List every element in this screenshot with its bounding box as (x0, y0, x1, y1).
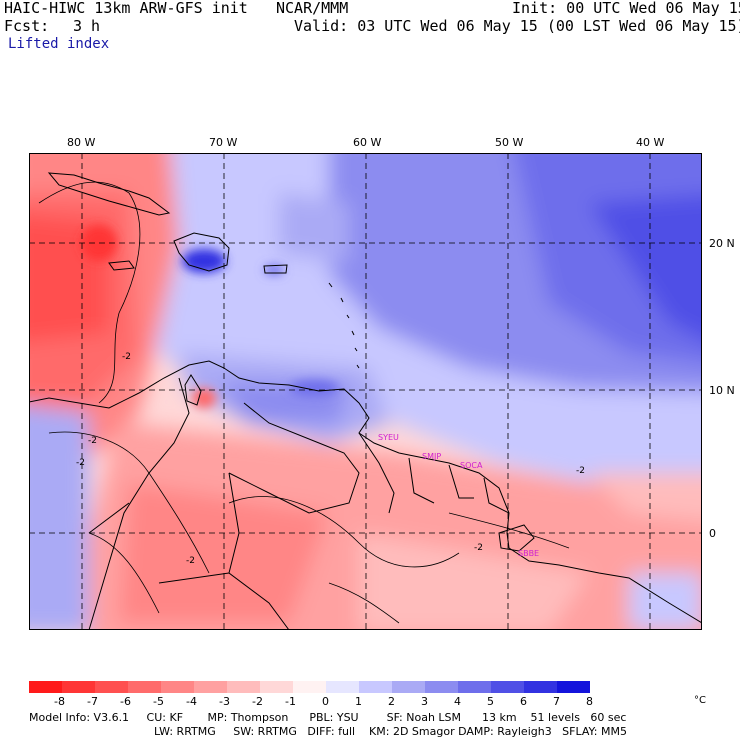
colorbar-tick-label: 3 (421, 695, 428, 708)
lon-label-60w: 60 W (353, 136, 382, 149)
init-time: Init: 00 UTC Wed 06 May 15 (512, 0, 740, 17)
colorbar-tick-label: 2 (388, 695, 395, 708)
colorbar-swatch (491, 681, 524, 693)
contour-label: -2 (88, 436, 97, 446)
lat-label-0: 0 (709, 527, 716, 540)
colorbar-swatch (425, 681, 458, 693)
colorbar-swatch (29, 681, 62, 693)
center-name: NCAR/MMM (276, 0, 349, 17)
lifted-index-map (29, 153, 702, 630)
colorbar-swatch (95, 681, 128, 693)
station-sbbe: SBBE (518, 549, 540, 558)
colorbar-tick-label: -7 (87, 695, 98, 708)
contour-label: -2 (122, 352, 131, 362)
station-syeu: SYEU (378, 433, 399, 442)
colorbar-swatch (326, 681, 359, 693)
colorbar-tick-label: -4 (186, 695, 197, 708)
colorbar-tick-label: -6 (120, 695, 131, 708)
colorbar-swatch (458, 681, 491, 693)
lat-label-20n: 20 N (709, 237, 735, 250)
valid-time: Valid: 03 UTC Wed 06 May 15 (00 LST Wed … (294, 17, 740, 35)
colorbar-tick-label: -5 (153, 695, 164, 708)
colorbar-swatch (359, 681, 392, 693)
colorbar-tick-label: 4 (454, 695, 461, 708)
colorbar-unit: °C (694, 695, 706, 706)
lon-label-80w: 80 W (67, 136, 96, 149)
fcst-value: 3 h (73, 17, 101, 35)
colorbar (29, 681, 590, 693)
colorbar-tick-label: 7 (553, 695, 560, 708)
station-smjp: SMJP (422, 452, 442, 461)
colorbar-tick-label: -3 (219, 695, 230, 708)
contour-label: -2 (186, 556, 195, 566)
colorbar-swatch (161, 681, 194, 693)
colorbar-tick-label: 0 (322, 695, 329, 708)
colorbar-tick-label: 5 (487, 695, 494, 708)
model-info-line1: Model Info: V3.6.1 CU: KF MP: Thompson P… (29, 711, 627, 724)
colorbar-tick-label: -2 (252, 695, 263, 708)
colorbar-tick-label: 1 (355, 695, 362, 708)
colorbar-tick-label: 8 (586, 695, 593, 708)
colorbar-swatch (293, 681, 326, 693)
colorbar-tick-label: -1 (285, 695, 296, 708)
model-info-line2: LW: RRTMG SW: RRTMG DIFF: full KM: 2D Sm… (154, 725, 627, 738)
lon-label-40w: 40 W (636, 136, 665, 149)
colorbar-swatch (260, 681, 293, 693)
contour-label: -2 (76, 458, 85, 468)
colorbar-swatch (194, 681, 227, 693)
fcst-label: Fcst: (4, 17, 50, 35)
colorbar-swatch (128, 681, 161, 693)
lon-label-50w: 50 W (495, 136, 524, 149)
model-title: HAIC-HIWC 13km ARW-GFS init (4, 0, 248, 17)
field-name: Lifted index (8, 36, 110, 52)
colorbar-swatch (557, 681, 590, 693)
colorbar-swatch (62, 681, 95, 693)
lon-label-70w: 70 W (209, 136, 238, 149)
colorbar-swatch (524, 681, 557, 693)
colorbar-swatch (392, 681, 425, 693)
contour-label: -2 (576, 466, 585, 476)
colorbar-tick-label: -8 (54, 695, 65, 708)
colorbar-swatch (227, 681, 260, 693)
lat-label-10n: 10 N (709, 384, 735, 397)
colorbar-tick-label: 6 (520, 695, 527, 708)
contour-label: -2 (474, 543, 483, 553)
station-soca: SOCA (460, 461, 483, 470)
